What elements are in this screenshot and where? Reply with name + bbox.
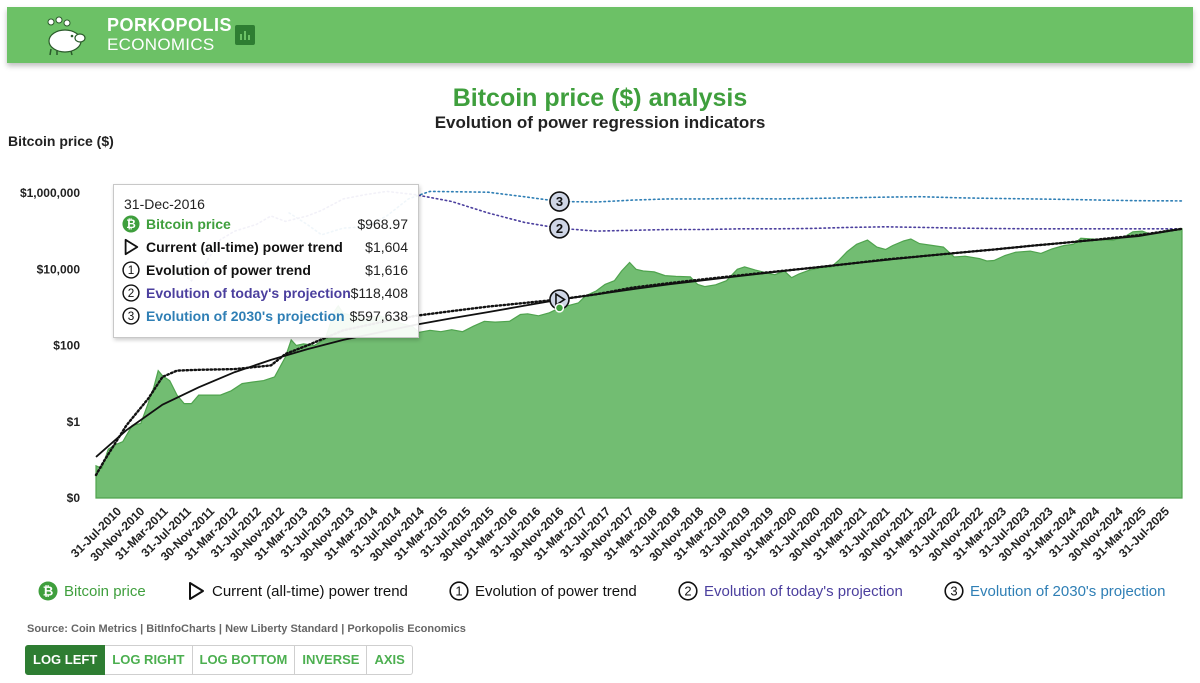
svg-text:1: 1 (455, 584, 462, 599)
pig-logo-icon[interactable] (41, 16, 89, 56)
chart-subtitle: Evolution of power regression indicators (434, 113, 766, 132)
tooltip-series-name: Evolution of 2030's projection (146, 308, 345, 324)
tooltip-row: 3 Evolution of 2030's projection $597,638 (122, 306, 412, 326)
y-tick-label: $0 (67, 491, 81, 505)
legend-label: Bitcoin price (64, 583, 146, 600)
scale-button-group: LOG LEFT LOG RIGHT LOG BOTTOM INVERSE AXIS (25, 645, 413, 675)
price-chart[interactable]: 23 $0$1$100$10,000$1,000,000 31-Jul-2010… (0, 0, 1200, 600)
play-icon (555, 292, 566, 307)
tooltip-row: 1 Evolution of power trend $1,616 (122, 260, 412, 280)
number-3-icon: 3 (122, 307, 140, 325)
play-icon (122, 238, 140, 256)
tooltip-series-name: Evolution of power trend (146, 262, 311, 278)
bitcoin-price-point (554, 303, 565, 313)
number-1-icon: 1 (449, 581, 469, 601)
tooltip-series-name: Evolution of today's projection (146, 285, 351, 301)
legend-label: Current (all-time) power trend (212, 583, 408, 600)
svg-text:3: 3 (950, 584, 957, 599)
y-tick-label: $10,000 (37, 262, 81, 276)
hover-marker-circle (549, 218, 570, 239)
hover-marker: 2 (549, 218, 570, 239)
tooltip-row: Current (all-time) power trend $1,604 (122, 237, 412, 257)
tooltip-row: ₿ Bitcoin price $968.97 (122, 214, 412, 234)
tooltip-series-value: $968.97 (357, 216, 408, 232)
source-note: Source: Coin Metrics | BitInfoCharts | N… (27, 623, 466, 635)
bitcoin-icon: ₿ (122, 215, 140, 233)
svg-text:2: 2 (128, 287, 135, 300)
tooltip-series-name: Bitcoin price (146, 216, 231, 232)
chart-title: Bitcoin price ($) analysis (452, 84, 748, 112)
y-tick-label: $1,000,000 (20, 186, 80, 200)
tooltip-series-value: $597,638 (349, 308, 408, 324)
tooltip-series-value: $1,604 (365, 239, 408, 255)
svg-text:2: 2 (684, 584, 691, 599)
play-icon (186, 581, 206, 601)
brand-name[interactable]: PORKOPOLIS ECONOMICS (107, 15, 233, 55)
tooltip-series-value: $118,408 (350, 285, 408, 301)
number-2-icon: 2 (122, 284, 140, 302)
svg-text:₿: ₿ (43, 584, 54, 599)
brand-line-2: ECONOMICS (107, 35, 215, 54)
hover-marker-circle (549, 191, 570, 212)
number-1-icon: 1 (122, 261, 140, 279)
y-tick-label: $100 (53, 339, 80, 353)
scale-button-log-right[interactable]: LOG RIGHT (105, 645, 193, 675)
legend-label: Evolution of today's projection (704, 583, 903, 600)
number-3-icon: 3 (944, 581, 964, 601)
scale-button-log-bottom[interactable]: LOG BOTTOM (192, 645, 296, 675)
chart-legend: ₿ Bitcoin price Current (all-time) power t… (0, 579, 1200, 605)
brand-line-1: PORKOPOLIS (107, 15, 233, 35)
number-2-icon: 2 (678, 581, 698, 601)
y-axis-title: Bitcoin price ($) (8, 133, 114, 149)
scale-button-log-left[interactable]: LOG LEFT (25, 645, 106, 675)
hover-marker-label: 2 (556, 221, 563, 236)
series-bitcoin-price-area[interactable] (95, 228, 1183, 499)
scale-button-inverse[interactable]: INVERSE (295, 645, 368, 675)
svg-text:3: 3 (128, 310, 135, 323)
svg-text:1: 1 (128, 264, 135, 277)
top-bar: PORKOPOLIS ECONOMICS (7, 7, 1193, 63)
hover-marker: 3 (549, 191, 570, 212)
tooltip-date: 31-Dec-2016 (124, 196, 205, 212)
legend-label: Evolution of power trend (475, 583, 637, 600)
tooltip-row: 2 Evolution of today's projection $118,408 (122, 283, 412, 303)
bitcoin-icon: ₿ (38, 581, 58, 601)
tooltip-series-value: $1,616 (365, 262, 408, 278)
bar-chart-icon[interactable] (235, 25, 255, 45)
y-tick-label: $1 (67, 415, 81, 429)
tooltip-series-name: Current (all-time) power trend (146, 239, 343, 255)
hover-marker-label: 3 (556, 194, 563, 209)
scale-button-axis[interactable]: AXIS (367, 645, 413, 675)
legend-label: Evolution of 2030's projection (970, 583, 1166, 600)
svg-text:₿: ₿ (126, 218, 136, 231)
chart-tooltip: 31-Dec-2016 ₿ Bitcoin price $968.97 Current… (113, 184, 419, 338)
